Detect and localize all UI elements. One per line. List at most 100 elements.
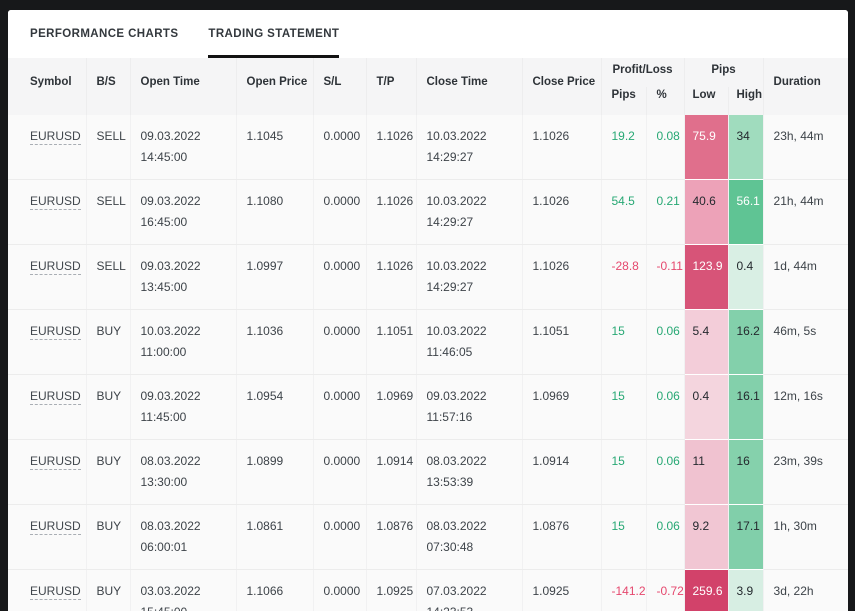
cell-open-time: 08.03.2022 13:30:00 xyxy=(130,439,237,505)
cell-open-price: 1.0861 xyxy=(236,504,314,570)
col-pips-high: High xyxy=(728,87,764,115)
cell-open-price: 1.1066 xyxy=(236,569,314,611)
cell-open-price: 1.0954 xyxy=(236,374,314,440)
cell-close-time: 09.03.2022 11:57:16 xyxy=(416,374,523,440)
col-tp: T/P xyxy=(366,58,417,115)
cell-pl-pips: 15 xyxy=(601,309,647,375)
cell-sl: 0.0000 xyxy=(313,115,367,180)
close-date: 09.03.2022 xyxy=(426,389,487,403)
cell-close-price: 1.1051 xyxy=(522,309,602,375)
table-header: Symbol B/S Open Time Open Price S/L T/P … xyxy=(8,58,848,115)
cell-sl: 0.0000 xyxy=(313,374,367,440)
cell-duration: 12m, 16s xyxy=(763,374,848,440)
col-sl: S/L xyxy=(313,58,367,115)
close-date: 08.03.2022 xyxy=(426,519,487,533)
symbol-link[interactable]: EURUSD xyxy=(30,259,81,275)
trading-statement-panel: PERFORMANCE CHARTS TRADING STATEMENT Sym… xyxy=(8,10,848,611)
cell-pips-high: 16 xyxy=(728,439,764,505)
col-pips-low: Low xyxy=(684,87,729,115)
cell-open-time: 09.03.2022 11:45:00 xyxy=(130,374,237,440)
close-date: 10.03.2022 xyxy=(426,324,487,338)
cell-symbol: EURUSD xyxy=(8,179,87,245)
open-date: 09.03.2022 xyxy=(140,259,201,273)
cell-duration: 1d, 44m xyxy=(763,244,848,310)
cell-tp: 1.0876 xyxy=(366,504,417,570)
cell-pips-low: 40.6 xyxy=(684,179,729,245)
symbol-link[interactable]: EURUSD xyxy=(30,129,81,145)
cell-close-time: 10.03.2022 14:29:27 xyxy=(416,244,523,310)
symbol-link[interactable]: EURUSD xyxy=(30,389,81,405)
cell-buy-sell: BUY xyxy=(86,374,131,440)
close-clock: 11:46:05 xyxy=(426,345,473,359)
col-group-pips: Pips xyxy=(684,58,764,87)
cell-pips-low: 259.6 xyxy=(684,569,729,611)
cell-pips-high: 56.1 xyxy=(728,179,764,245)
symbol-link[interactable]: EURUSD xyxy=(30,584,81,600)
cell-close-price: 1.1026 xyxy=(522,115,602,180)
cell-sl: 0.0000 xyxy=(313,244,367,310)
close-clock: 14:29:27 xyxy=(426,215,474,229)
cell-pips-high: 34 xyxy=(728,115,764,180)
open-date: 09.03.2022 xyxy=(140,129,201,143)
cell-pl-percent: 0.06 xyxy=(646,504,685,570)
cell-sl: 0.0000 xyxy=(313,504,367,570)
cell-symbol: EURUSD xyxy=(8,115,87,180)
cell-duration: 23h, 44m xyxy=(763,115,848,180)
cell-pl-pips: 19.2 xyxy=(601,115,647,180)
cell-open-price: 1.0899 xyxy=(236,439,314,505)
cell-pl-percent: 0.06 xyxy=(646,374,685,440)
cell-open-time: 09.03.2022 16:45:00 xyxy=(130,179,237,245)
symbol-link[interactable]: EURUSD xyxy=(30,519,81,535)
cell-close-price: 1.1026 xyxy=(522,179,602,245)
cell-close-time: 10.03.2022 11:46:05 xyxy=(416,309,523,375)
cell-pl-percent: -0.11 xyxy=(646,244,685,310)
cell-tp: 1.1051 xyxy=(366,309,417,375)
cell-pl-pips: 15 xyxy=(601,374,647,440)
cell-pips-low: 5.4 xyxy=(684,309,729,375)
cell-open-time: 08.03.2022 06:00:01 xyxy=(130,504,237,570)
col-close-price: Close Price xyxy=(522,58,602,115)
cell-duration: 3d, 22h xyxy=(763,569,848,611)
close-date: 10.03.2022 xyxy=(426,259,487,273)
cell-symbol: EURUSD xyxy=(8,504,87,570)
cell-pl-percent: 0.06 xyxy=(646,439,685,505)
table-row: EURUSD SELL 09.03.2022 16:45:00 1.1080 0… xyxy=(8,179,848,245)
close-clock: 14:23:53 xyxy=(427,602,522,611)
cell-pl-percent: 0.21 xyxy=(646,179,685,245)
open-date: 09.03.2022 xyxy=(140,194,201,208)
symbol-link[interactable]: EURUSD xyxy=(30,324,81,340)
open-date: 08.03.2022 xyxy=(140,519,201,533)
cell-pips-high: 16.1 xyxy=(728,374,764,440)
cell-pips-high: 0.4 xyxy=(728,244,764,310)
cell-duration: 46m, 5s xyxy=(763,309,848,375)
cell-pips-low: 11 xyxy=(684,439,729,505)
cell-tp: 1.0925 xyxy=(366,569,417,611)
cell-open-time: 09.03.2022 14:45:00 xyxy=(130,115,237,180)
cell-symbol: EURUSD xyxy=(8,309,87,375)
open-date: 09.03.2022 xyxy=(140,389,201,403)
symbol-link[interactable]: EURUSD xyxy=(30,194,81,210)
symbol-link[interactable]: EURUSD xyxy=(30,454,81,470)
close-date: 10.03.2022 xyxy=(426,194,487,208)
close-clock: 13:53:39 xyxy=(426,475,474,489)
cell-tp: 1.1026 xyxy=(366,115,417,180)
cell-open-price: 1.1036 xyxy=(236,309,314,375)
cell-duration: 21h, 44m xyxy=(763,179,848,245)
tab-performance-charts[interactable]: PERFORMANCE CHARTS xyxy=(30,28,179,40)
open-date: 03.03.2022 xyxy=(140,584,201,598)
col-open-price: Open Price xyxy=(236,58,314,115)
open-date: 10.03.2022 xyxy=(140,324,201,338)
cell-close-price: 1.0914 xyxy=(522,439,602,505)
trades-tbody: EURUSD SELL 09.03.2022 14:45:00 1.1045 0… xyxy=(8,115,848,611)
cell-tp: 1.0969 xyxy=(366,374,417,440)
cell-open-time: 09.03.2022 13:45:00 xyxy=(130,244,237,310)
open-date: 08.03.2022 xyxy=(140,454,201,468)
col-pl-percent: % xyxy=(646,87,685,115)
cell-close-price: 1.1026 xyxy=(522,244,602,310)
cell-open-time: 03.03.2022 15:45:00 xyxy=(130,569,237,611)
cell-buy-sell: SELL xyxy=(86,179,131,245)
close-date: 07.03.2022 xyxy=(426,584,487,598)
tab-trading-statement[interactable]: TRADING STATEMENT xyxy=(208,10,340,58)
close-clock: 14:29:27 xyxy=(426,150,474,164)
cell-buy-sell: BUY xyxy=(86,569,131,611)
